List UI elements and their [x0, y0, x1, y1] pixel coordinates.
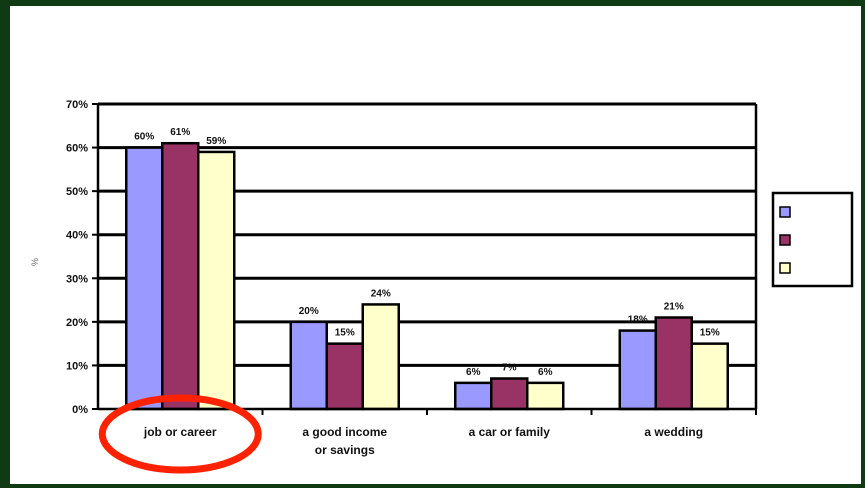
y-tick-label: 20%: [66, 317, 88, 329]
data-label: 20%: [299, 306, 319, 317]
legend: [771, 191, 854, 288]
axes: 0% 10% 20% 30% 40% 50% 60% 70% job or career a go…: [66, 99, 758, 457]
bar: [161, 141, 200, 411]
y-tick-label: 30%: [66, 273, 88, 285]
data-label: 15%: [700, 328, 720, 339]
data-label: 24%: [371, 288, 391, 299]
legend-swatch: [779, 234, 791, 246]
x-category-label: a wedding: [644, 425, 703, 439]
y-tick-label: 0%: [72, 404, 88, 416]
y-tick-label: 60%: [66, 143, 88, 155]
chart-panel: % 60% 61% 59% 20% 15% 24% 6% 7% 6% 18% 21% 15% 0% 10…: [10, 6, 861, 484]
data-label: 18%: [628, 315, 648, 326]
bar: [490, 377, 529, 411]
bar: [197, 150, 236, 411]
y-tick-label: 10%: [66, 360, 88, 372]
data-label: 6%: [466, 367, 481, 378]
x-category-label: job or career: [143, 425, 217, 439]
data-label: 60%: [134, 132, 154, 143]
bar: [654, 316, 693, 411]
bar: [325, 342, 364, 411]
highlight-ellipse: [98, 394, 262, 474]
bar-chart: % 60% 61% 59% 20% 15% 24% 6% 7% 6% 18% 21% 15% 0% 10…: [30, 99, 854, 474]
bar: [690, 342, 729, 411]
x-category-label: a good income: [302, 425, 387, 439]
data-label: 7%: [502, 363, 517, 374]
legend-swatch: [779, 206, 791, 218]
y-tick-label: 40%: [66, 230, 88, 242]
data-label: 21%: [664, 302, 684, 313]
y-axis-label: %: [30, 258, 40, 266]
bar: [289, 320, 328, 411]
bar: [618, 329, 657, 411]
bar: [361, 303, 400, 411]
bar: [454, 381, 493, 411]
y-tick-label: 70%: [66, 99, 88, 111]
bar: [526, 381, 565, 411]
bar: [125, 146, 164, 411]
x-category-label: or savings: [315, 443, 375, 457]
y-tick-label: 50%: [66, 186, 88, 198]
data-label: 61%: [170, 127, 190, 138]
annotations: [98, 394, 262, 474]
x-category-label: a car or family: [469, 425, 551, 439]
legend-swatch: [779, 262, 791, 274]
data-label: 15%: [335, 328, 355, 339]
data-label: 6%: [538, 367, 553, 378]
data-label: 59%: [206, 136, 226, 147]
